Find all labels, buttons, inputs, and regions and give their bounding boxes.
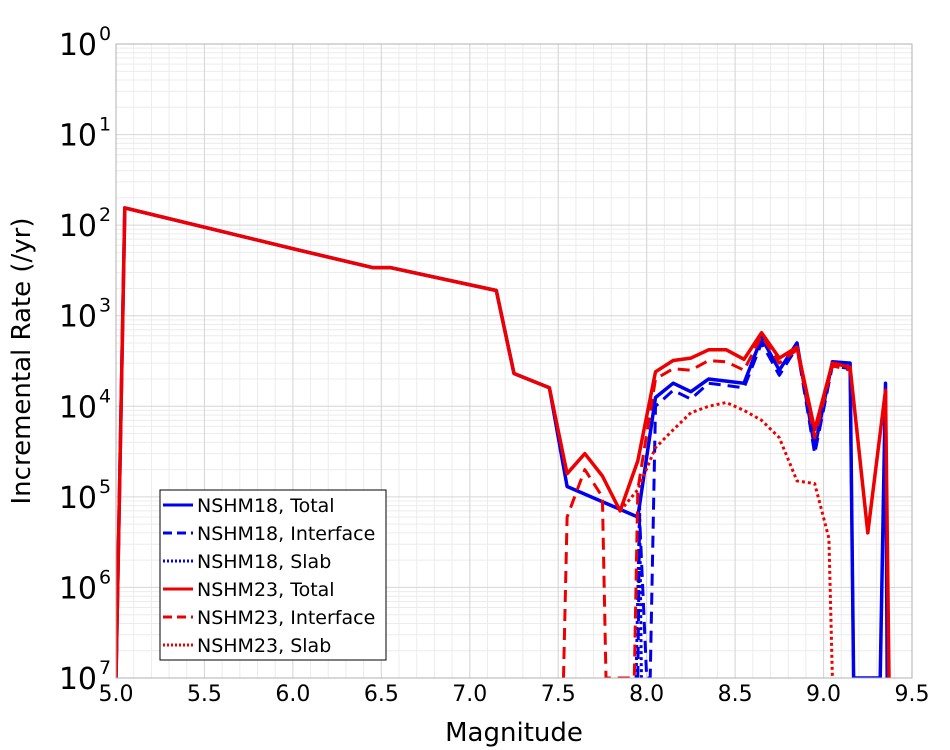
y-tick-label: 10 1 — [59, 114, 111, 154]
x-tick-label: 7.5 — [541, 682, 576, 707]
y-tick-exponent: 4 — [99, 385, 111, 407]
y-tick-exponent: 7 — [99, 657, 111, 679]
y-tick-label: 10 4 — [59, 385, 111, 425]
y-tick-exponent: 6 — [99, 566, 111, 588]
plot-frame — [115, 43, 913, 679]
y-tick-label: 10 2 — [59, 204, 111, 244]
y-tick-exponent: 1 — [99, 114, 111, 136]
y-tick-exponent: 2 — [99, 204, 111, 226]
y-tick-base: 10 — [59, 28, 97, 63]
y-tick-base: 10 — [59, 119, 97, 154]
y-tick-label: 10 6 — [59, 566, 111, 606]
y-tick-base: 10 — [59, 662, 97, 697]
legend-label: NSHM23, Slab — [197, 635, 331, 657]
legend-box — [159, 489, 387, 661]
y-tick-base: 10 — [59, 390, 97, 425]
y-tick-base: 10 — [59, 481, 97, 516]
legend-label: NSHM18, Interface — [197, 523, 375, 545]
legend-label: NSHM18, Total — [197, 495, 335, 517]
series-line-4 — [116, 206, 891, 678]
legend-label: NSHM23, Interface — [197, 607, 375, 629]
series-line-6 — [618, 401, 834, 678]
x-tick-labels: 5.0 5.5 6.0 6.5 7.0 7.5 8.0 8.5 9.0 9.5 — [99, 682, 930, 707]
legend-label: NSHM18, Slab — [197, 551, 331, 573]
legend: NSHM18, Total NSHM18, Interface NSHM18, Sl… — [159, 489, 387, 661]
x-tick-label: 8.0 — [629, 682, 664, 707]
y-axis-title: Incremental Rate (/yr) — [7, 218, 37, 505]
y-tick-exponent: 3 — [99, 295, 111, 317]
x-tick-label: 9.0 — [806, 682, 841, 707]
y-tick-exponent: 0 — [99, 23, 111, 45]
x-tick-label: 6.0 — [275, 682, 310, 707]
x-tick-label: 9.5 — [895, 682, 930, 707]
x-tick-label: 6.5 — [364, 682, 399, 707]
y-tick-base: 10 — [59, 209, 97, 244]
x-tick-label: 8.5 — [718, 682, 753, 707]
legend-label: NSHM23, Total — [197, 579, 335, 601]
y-tick-base: 10 — [59, 571, 97, 606]
x-tick-label: 5.5 — [187, 682, 222, 707]
y-tick-label: 10 0 — [59, 23, 111, 63]
series-line-2 — [636, 341, 856, 678]
y-tick-label: 10 7 — [59, 657, 111, 697]
x-tick-label: 7.0 — [452, 682, 487, 707]
y-tick-label: 10 3 — [59, 295, 111, 335]
x-axis-title: Magnitude — [445, 718, 583, 748]
y-tick-exponent: 5 — [99, 476, 111, 498]
series-layer — [116, 206, 891, 678]
x-tick-label: 5.0 — [99, 682, 134, 707]
y-tick-label: 10 5 — [59, 476, 111, 516]
y-tick-base: 10 — [59, 300, 97, 335]
